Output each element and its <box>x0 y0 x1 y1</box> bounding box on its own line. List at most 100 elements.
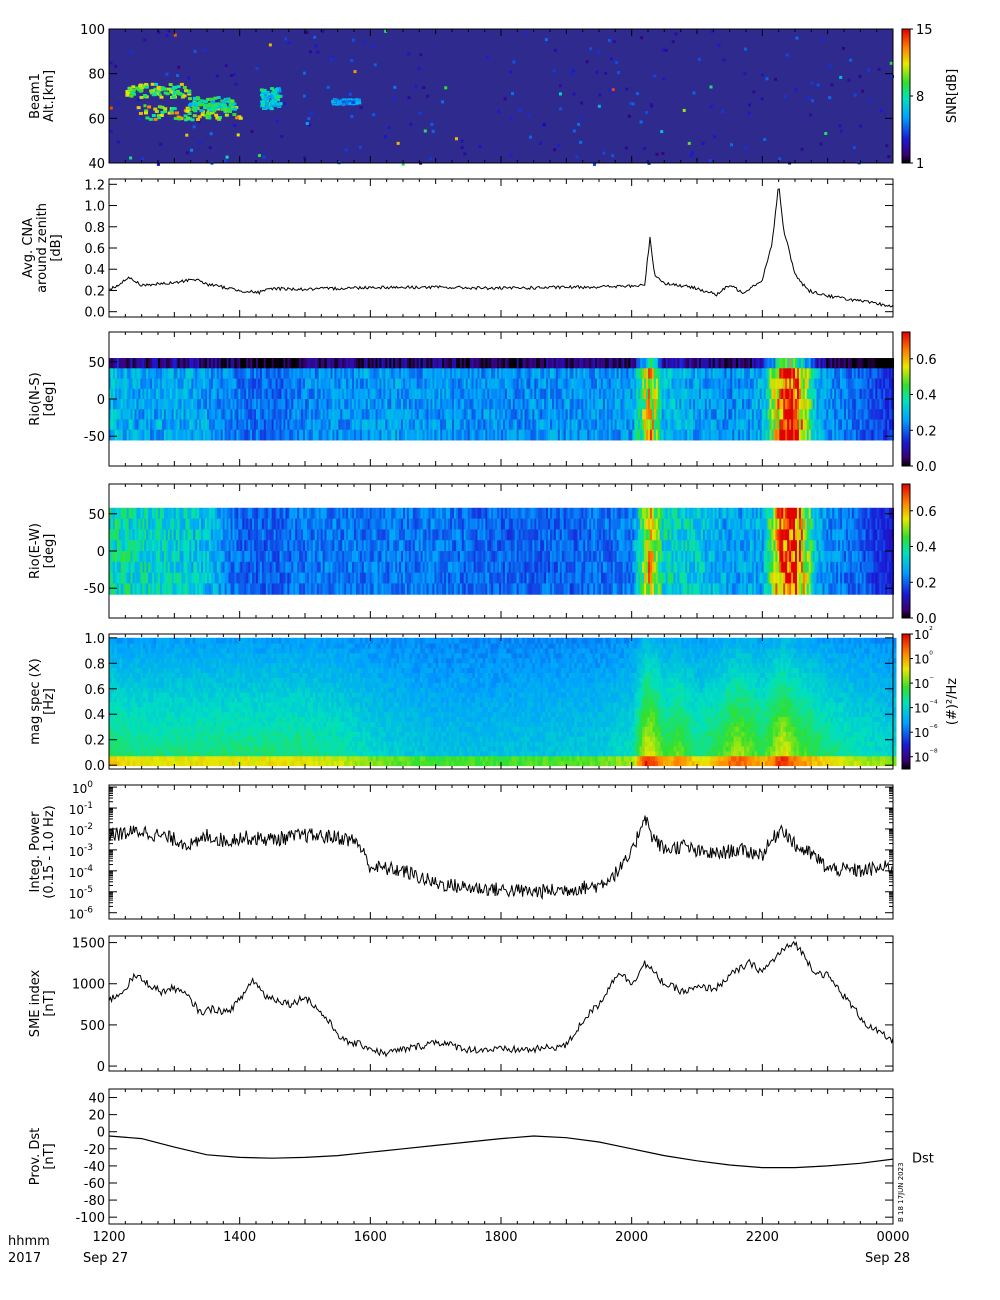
beam1-cell <box>345 148 348 151</box>
beam1-cell <box>597 51 600 54</box>
rio_ns-ytick-label: 0 <box>97 393 105 408</box>
beam1-echo <box>173 91 177 94</box>
beam1-cell <box>752 90 755 93</box>
cna-frame <box>109 179 893 317</box>
beam1-cell <box>713 135 716 138</box>
beam1-cell <box>765 77 768 80</box>
cna-series-line <box>109 189 893 307</box>
beam1-cell <box>283 102 286 105</box>
beam1-cell <box>572 69 575 72</box>
beam1-cell <box>761 74 764 77</box>
beam1-cell <box>303 72 306 75</box>
beam1-cell <box>643 147 646 150</box>
beam1-cell <box>665 49 668 52</box>
cna-ytick-label: 1.2 <box>84 178 105 193</box>
rio_ns-colorbar-label: 0.2 <box>916 424 937 439</box>
beam1-cell <box>890 62 893 65</box>
beam1-cell <box>141 157 144 160</box>
beam1-echo <box>261 104 265 107</box>
beam1-cell <box>730 143 733 146</box>
beam1-cell <box>310 112 313 115</box>
beam1-cell <box>710 105 713 108</box>
beam1-echo <box>357 99 361 102</box>
beam1-cell <box>744 48 747 51</box>
beam1-cell <box>842 47 845 50</box>
beam1-echo <box>225 114 229 117</box>
beam1-cell <box>662 48 665 51</box>
beam1-echo <box>175 111 179 114</box>
beam1-cell <box>672 40 675 43</box>
beam1-cell <box>573 130 576 133</box>
beam1-cell <box>167 29 170 32</box>
beam1-echo <box>260 88 264 91</box>
beam1-cell <box>709 86 712 89</box>
beam1-cell <box>327 86 330 89</box>
beam1-echo <box>174 117 178 120</box>
beam1-cell <box>190 149 193 152</box>
beam1-cell <box>809 113 812 116</box>
beam1-cell <box>384 135 387 138</box>
beam1-cell <box>586 60 589 63</box>
beam1-cell <box>748 103 751 106</box>
beam1-cell <box>194 50 197 53</box>
beam1-cell <box>718 44 721 47</box>
beam1-cell <box>573 93 576 96</box>
beam1-cell <box>233 73 236 76</box>
beam1-cell <box>821 38 824 41</box>
beam1-echo <box>199 109 203 112</box>
beam1-cell <box>226 156 229 159</box>
beam1-cell <box>817 84 820 87</box>
beam1-echo <box>270 87 274 90</box>
beam1-cell <box>811 99 814 102</box>
beam1-ytick-label: 40 <box>88 157 105 172</box>
beam1-cell <box>721 110 724 113</box>
beam1-cell <box>306 122 309 125</box>
beam1-echo <box>196 118 200 121</box>
rio_ns-ylabel-line: [deg] <box>42 382 57 417</box>
beam1-cell <box>580 101 583 104</box>
beam1-cell <box>204 49 207 52</box>
beam1-echo <box>161 87 165 90</box>
beam1-echo <box>198 103 202 106</box>
beam1-echo <box>145 116 149 119</box>
beam1-cell <box>461 146 464 149</box>
beam1-cell <box>577 123 580 126</box>
beam1-cell <box>610 57 613 60</box>
beam1-cell <box>512 61 515 64</box>
beam1-echo <box>132 89 136 92</box>
rio_ns-colorbar-label: 0.0 <box>916 460 937 475</box>
rio_ns-colorbar-label: 0.6 <box>916 353 937 368</box>
beam1-cell <box>891 75 894 78</box>
beam1-echo <box>270 107 274 110</box>
beam1-cell <box>625 146 628 149</box>
beam1-cell <box>276 120 279 123</box>
beam1-cell <box>176 74 179 77</box>
beam1-cell <box>393 86 396 89</box>
beam1-cell <box>575 155 578 158</box>
beam1-cell <box>838 124 841 127</box>
beam1-cell <box>509 70 512 73</box>
beam1-cell <box>525 31 528 34</box>
beam1-cell <box>744 146 747 149</box>
beam1-echo <box>172 96 176 99</box>
beam1-cell <box>811 82 814 85</box>
beam1-cell <box>363 41 366 44</box>
beam1-cell <box>604 72 607 75</box>
beam1-cell <box>255 67 258 70</box>
beam1-echo <box>170 110 174 113</box>
beam1-cell <box>518 109 521 112</box>
beam1-echo <box>143 94 147 97</box>
cna-ylabel-line: Avg. CNA <box>21 218 36 278</box>
beam1-cell <box>783 95 786 98</box>
beam1-cell <box>407 52 410 55</box>
beam1-echo <box>342 101 346 104</box>
beam1-cell <box>559 92 562 95</box>
beam1-cell <box>303 95 306 98</box>
beam1-cell <box>688 142 691 145</box>
beam1-echo <box>275 97 279 100</box>
beam1-echo <box>169 83 173 86</box>
beam1-cell <box>165 34 168 37</box>
beam1-cell <box>554 49 557 52</box>
beam1-cell <box>690 154 693 157</box>
beam1-cell <box>653 74 656 77</box>
